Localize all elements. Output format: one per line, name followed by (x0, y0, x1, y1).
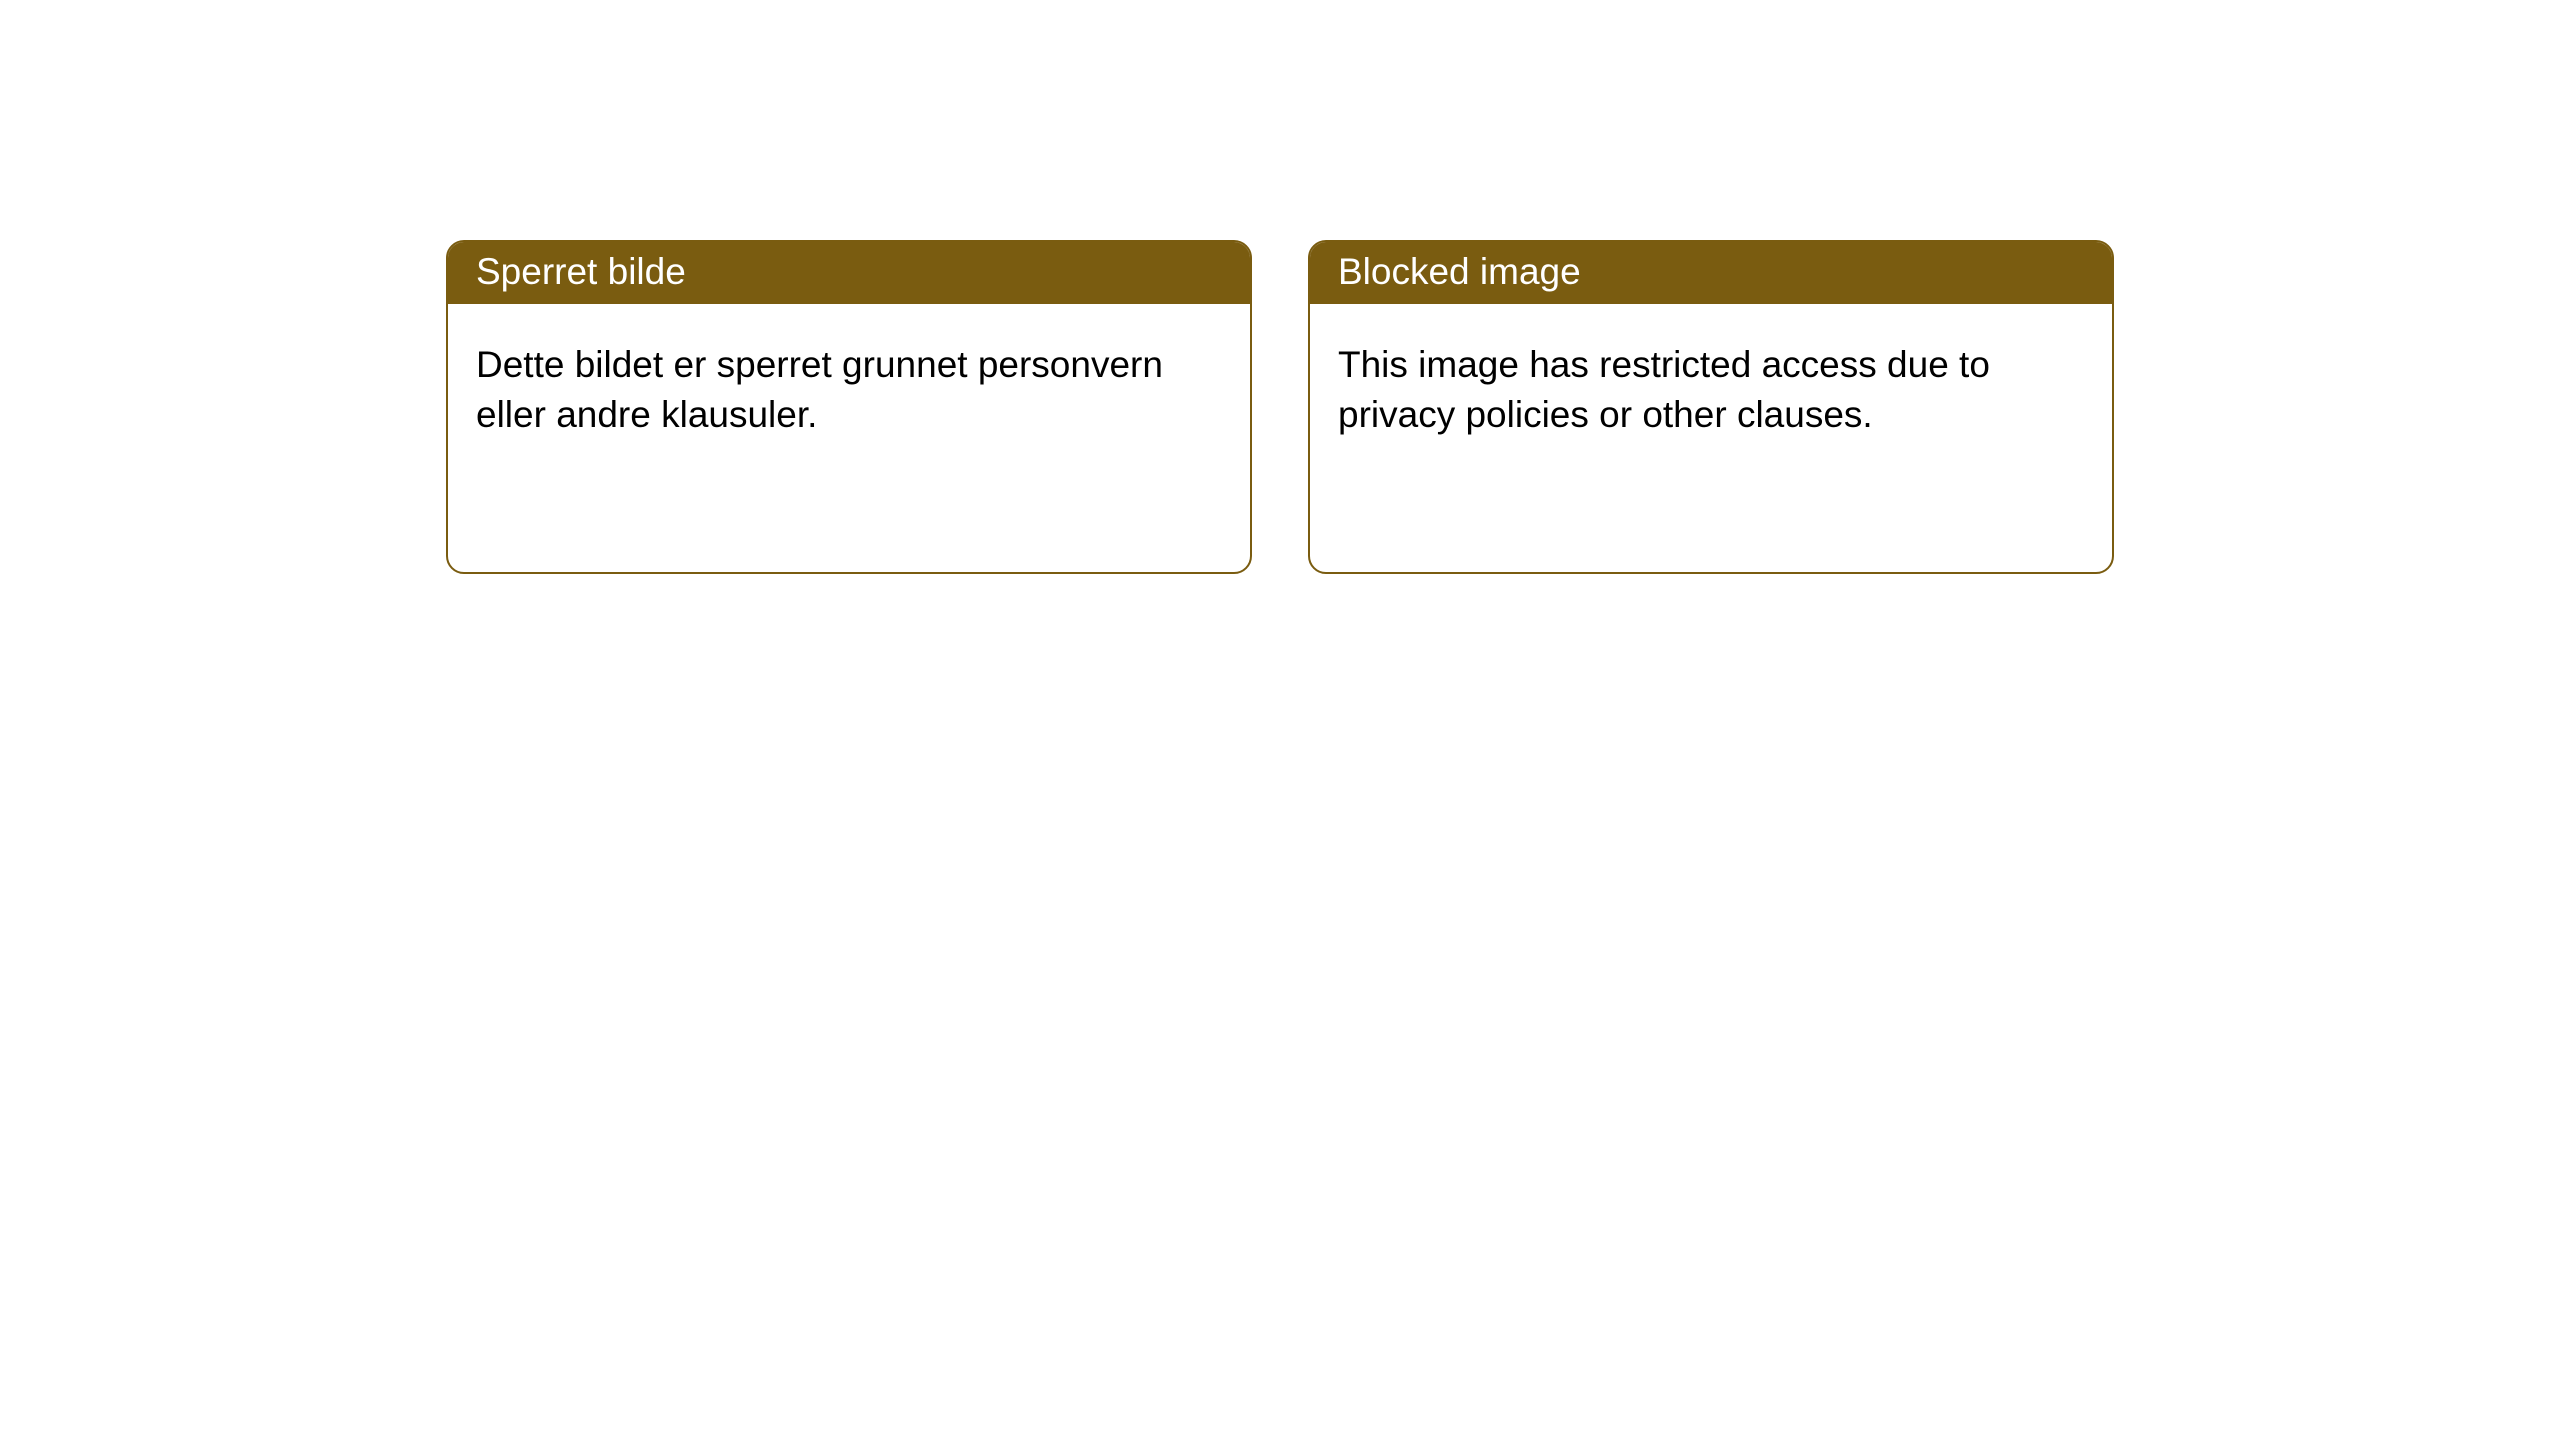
blocked-image-card-no: Sperret bilde Dette bildet er sperret gr… (446, 240, 1252, 574)
card-header: Blocked image (1310, 242, 2112, 304)
card-body: This image has restricted access due to … (1310, 304, 2112, 460)
card-body-text: Dette bildet er sperret grunnet personve… (476, 344, 1163, 435)
card-body: Dette bildet er sperret grunnet personve… (448, 304, 1250, 460)
card-title: Sperret bilde (476, 251, 686, 292)
card-body-text: This image has restricted access due to … (1338, 344, 1990, 435)
cards-container: Sperret bilde Dette bildet er sperret gr… (0, 0, 2560, 574)
blocked-image-card-en: Blocked image This image has restricted … (1308, 240, 2114, 574)
card-title: Blocked image (1338, 251, 1581, 292)
card-header: Sperret bilde (448, 242, 1250, 304)
